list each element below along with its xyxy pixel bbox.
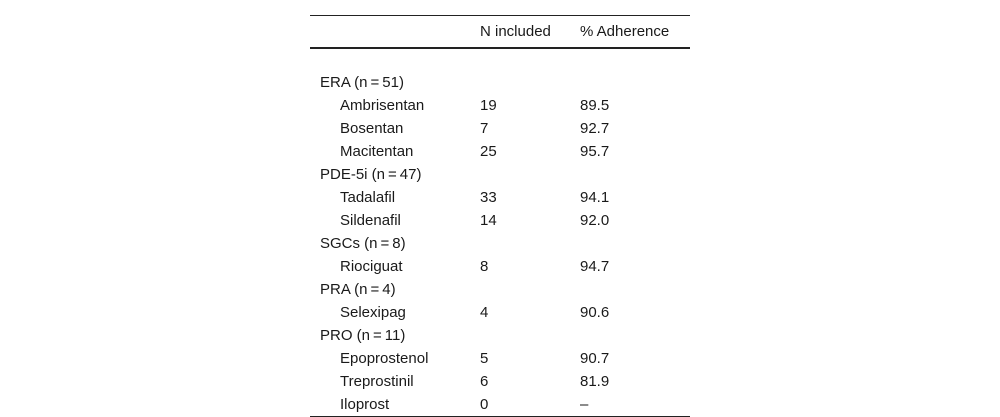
adherence-table: N included % Adherence ERA (n = 51) Ambr…: [310, 15, 690, 417]
table-body: ERA (n = 51) Ambrisentan 19 89.5 Bosenta…: [310, 48, 690, 417]
row-pct: 89.5: [580, 97, 610, 114]
table-row: Epoprostenol 5 90.7: [310, 347, 690, 370]
row-n: 6: [480, 373, 489, 390]
row-label: PDE-5i (n = 47): [320, 166, 422, 183]
row-label: Epoprostenol: [340, 350, 429, 367]
row-n: 5: [480, 350, 489, 367]
header-adherence: % Adherence: [580, 23, 670, 40]
row-label: Treprostinil: [340, 373, 414, 390]
row-n: 4: [480, 304, 489, 321]
row-pct: [570, 71, 690, 94]
row-pct: [570, 324, 690, 347]
table-row: Macitentan 25 95.7: [310, 140, 690, 163]
row-pct: [570, 163, 690, 186]
row-label: Tadalafil: [340, 189, 396, 206]
table-row: PRO (n = 11): [310, 324, 690, 347]
row-pct: 92.0: [580, 212, 610, 229]
row-label: Bosentan: [340, 120, 404, 137]
header-row: N included % Adherence: [310, 15, 690, 49]
table-row: Treprostinil 6 81.9: [310, 370, 690, 393]
row-pct: 90.7: [580, 350, 610, 367]
row-pct: 90.6: [580, 304, 610, 321]
row-label: Macitentan: [340, 143, 414, 160]
header-n-included: N included: [480, 23, 551, 40]
row-pct: 95.7: [580, 143, 610, 160]
row-label: Riociguat: [340, 258, 403, 275]
row-pct: [570, 232, 690, 255]
table-row: Ambrisentan 19 89.5: [310, 94, 690, 117]
row-n: 33: [480, 189, 497, 206]
row-pct: 94.1: [580, 189, 610, 206]
row-label: SGCs (n = 8): [320, 235, 406, 252]
table-row: ERA (n = 51): [310, 71, 690, 94]
table-row: Tadalafil 33 94.1: [310, 186, 690, 209]
spacer-row: [310, 48, 690, 71]
row-n: [470, 71, 570, 94]
row-pct: 92.7: [580, 120, 610, 137]
row-pct: 94.7: [580, 258, 610, 275]
row-n: [470, 278, 570, 301]
row-n: 0: [480, 396, 489, 413]
row-label: PRO (n = 11): [320, 327, 406, 344]
table-row: PDE-5i (n = 47): [310, 163, 690, 186]
table-row: Selexipag 4 90.6: [310, 301, 690, 324]
row-label: Sildenafil: [340, 212, 401, 229]
row-n: [470, 324, 570, 347]
table-header: N included % Adherence: [310, 15, 690, 49]
adherence-table-container: N included % Adherence ERA (n = 51) Ambr…: [310, 15, 690, 417]
row-label: Iloprost: [340, 396, 390, 413]
header-drug: [310, 16, 470, 49]
table-row: Iloprost 0 –: [310, 393, 690, 417]
row-n: [470, 232, 570, 255]
row-n: 7: [480, 120, 489, 137]
row-n: [470, 163, 570, 186]
table-row: SGCs (n = 8): [310, 232, 690, 255]
table-row: Riociguat 8 94.7: [310, 255, 690, 278]
row-label: Selexipag: [340, 304, 406, 321]
row-n: 8: [480, 258, 489, 275]
row-label: ERA (n = 51): [320, 74, 404, 91]
table-row: Sildenafil 14 92.0: [310, 209, 690, 232]
row-n: 19: [480, 97, 497, 114]
row-pct: [570, 278, 690, 301]
row-label: PRA (n = 4): [320, 281, 396, 298]
row-pct: –: [580, 396, 589, 413]
table-row: PRA (n = 4): [310, 278, 690, 301]
table-row: Bosentan 7 92.7: [310, 117, 690, 140]
row-label: Ambrisentan: [340, 97, 425, 114]
row-n: 14: [480, 212, 497, 229]
row-n: 25: [480, 143, 497, 160]
row-pct: 81.9: [580, 373, 610, 390]
